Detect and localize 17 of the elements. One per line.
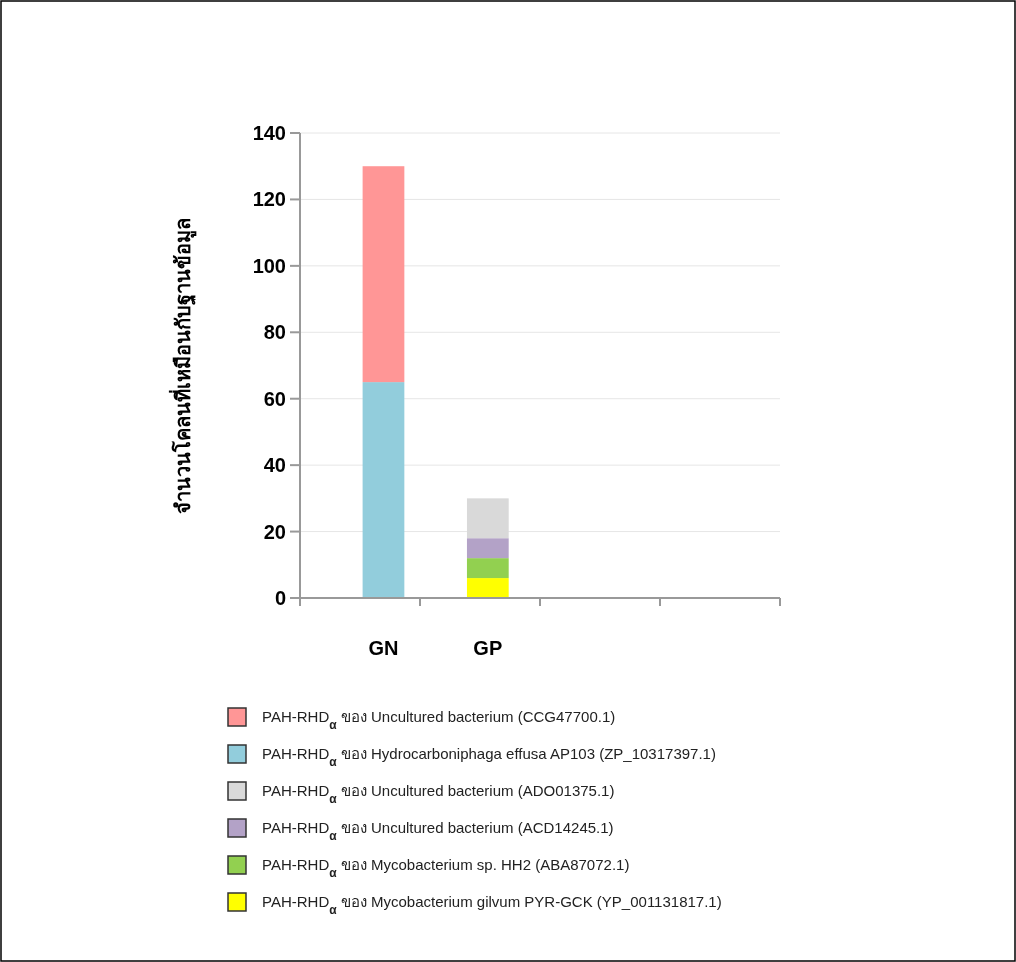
y-tick-label: 40 [263, 454, 286, 477]
legend-label: PAH-RHD$_{α}$ ของ Uncultured bacterium (CCG47700.1) [262, 708, 616, 733]
y-tick-label: 80 [263, 321, 286, 344]
legend-label: PAH-RHD$_{α}$ ของ Uncultured bacterium (ADO01375.1) [262, 782, 615, 807]
y-tick-label: 140 [252, 122, 286, 144]
y-tick-label: 120 [252, 188, 286, 211]
y-tick-label: 100 [252, 254, 286, 277]
y-axis-title: จำนวนโคลนที่เหมือนกับฐานข้อมูล [168, 217, 197, 514]
legend-label: PAH-RHD$_{α}$ ของ Hydrocarboniphaga effusa AP103 (ZP_10317397.1) [262, 745, 716, 770]
legend-label: PAH-RHD$_{α}$ ของ Mycobacterium gilvum PYR-GCK (YP_001131817.1) [262, 893, 722, 918]
y-tick-label: 60 [263, 387, 286, 410]
y-tick-label: 20 [263, 520, 286, 543]
legend-label: PAH-RHD$_{α}$ ของ Uncultured bacterium (ACD14245.1) [262, 819, 614, 844]
x-tick-label: GN [368, 637, 399, 659]
legend-label: PAH-RHD$_{α}$ ของ Mycobacterium sp. HH2 (ABA87072.1) [262, 856, 630, 881]
x-tick-label: GP [473, 637, 503, 659]
y-tick-label: 0 [274, 587, 286, 609]
